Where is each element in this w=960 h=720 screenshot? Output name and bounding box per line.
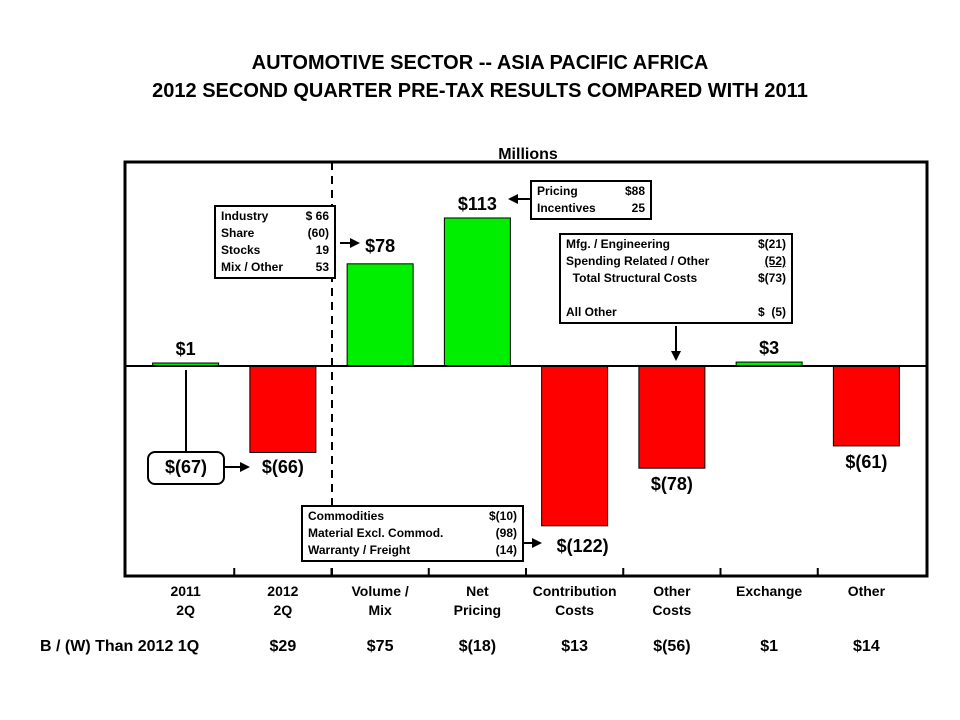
chart-title: AUTOMOTIVE SECTOR -- ASIA PACIFIC AFRICA (251, 52, 709, 74)
bw-value-contribution-costs: $13 (561, 638, 588, 655)
value-label-other: $(61) (845, 452, 887, 472)
arrow-other-costs (671, 351, 681, 361)
callout-row: Spending Related / Other (52) (566, 254, 786, 268)
bw-value-other-costs: $(56) (653, 638, 691, 655)
chart-subtitle: 2012 SECOND QUARTER PRE-TAX RESULTS COMP… (152, 80, 808, 102)
callout-row: Total Structural Costs $(73) (566, 271, 786, 285)
net-pricing-callout: Pricing $88 Incentives 25 (530, 180, 652, 220)
callout-row: Mfg. / Engineering $(21) (566, 237, 786, 251)
units-label: Millions (498, 146, 558, 163)
value-label-2012-2q: $(66) (262, 457, 304, 477)
category-label-2012-2q: 2012 2Q (267, 583, 299, 618)
arrow-volume (350, 238, 360, 248)
bar-other-costs (638, 365, 706, 469)
callout-row: Pricing $88 (537, 184, 645, 198)
bw-value-other: $14 (853, 638, 880, 655)
value-label-other-costs: $(78) (651, 474, 693, 494)
callout-row: All Other $ (5) (566, 305, 786, 319)
bw-value-volume-mix: $75 (366, 638, 394, 655)
callout-row: Warranty / Freight (14) (308, 543, 517, 557)
arrow-pricing (508, 194, 518, 204)
bar-volume-mix (346, 263, 414, 367)
value-label-2011-2q: $1 (176, 339, 196, 359)
category-label-other-costs: Other Costs (652, 583, 692, 618)
callout-row (566, 287, 786, 304)
value-label-contribution-costs: $(122) (557, 536, 609, 556)
callout-row: Stocks 19 (221, 243, 329, 257)
category-label-volume-mix: Volume / Mix (351, 583, 409, 618)
bw-value-net-pricing: $(18) (458, 638, 497, 655)
category-label-2011-2q: 2011 2Q (170, 583, 201, 618)
callout-row: Industry $ 66 (221, 209, 329, 223)
category-label-exchange: Exchange (736, 583, 803, 599)
arrow-contribution (532, 538, 542, 548)
contribution-costs-callout: Commodities $(10) Material Excl. Commod.(… (301, 505, 524, 562)
callout-row: Material Excl. Commod. (98) (308, 526, 517, 540)
category-label-other: Other (847, 583, 886, 599)
bar-2012-2q (249, 365, 317, 453)
callout-row: Commodities $(10) (308, 509, 517, 523)
bw-row-label: B / (W) Than 2012 1Q (40, 638, 200, 655)
value-label-net-pricing: $113 (458, 194, 497, 214)
bar-net-pricing (443, 217, 511, 367)
other-costs-callout: Mfg. / Engineering $(21) Spending Related… (559, 233, 793, 324)
category-label-net-pricing: Net Pricing (453, 583, 502, 618)
bar-other (832, 365, 900, 447)
volume-mix-callout: Industry $ 66 Share (60) Stocks 19 Mix / Ot… (214, 205, 336, 279)
arrow-change (240, 462, 250, 472)
value-label-exchange: $3 (759, 338, 779, 358)
bar-contribution-costs (541, 365, 609, 527)
category-label-contribution-costs: Contribution Costs (532, 583, 617, 618)
change-callout: $(67) (147, 451, 225, 485)
callout-row: Mix / Other 53 (221, 260, 329, 274)
callout-row: Incentives 25 (537, 201, 645, 215)
value-label-volume-mix: $78 (365, 236, 395, 256)
bw-value-2012-2q: $29 (269, 638, 297, 655)
bw-value-exchange: $1 (760, 638, 779, 655)
callout-row: Share (60) (221, 226, 329, 240)
